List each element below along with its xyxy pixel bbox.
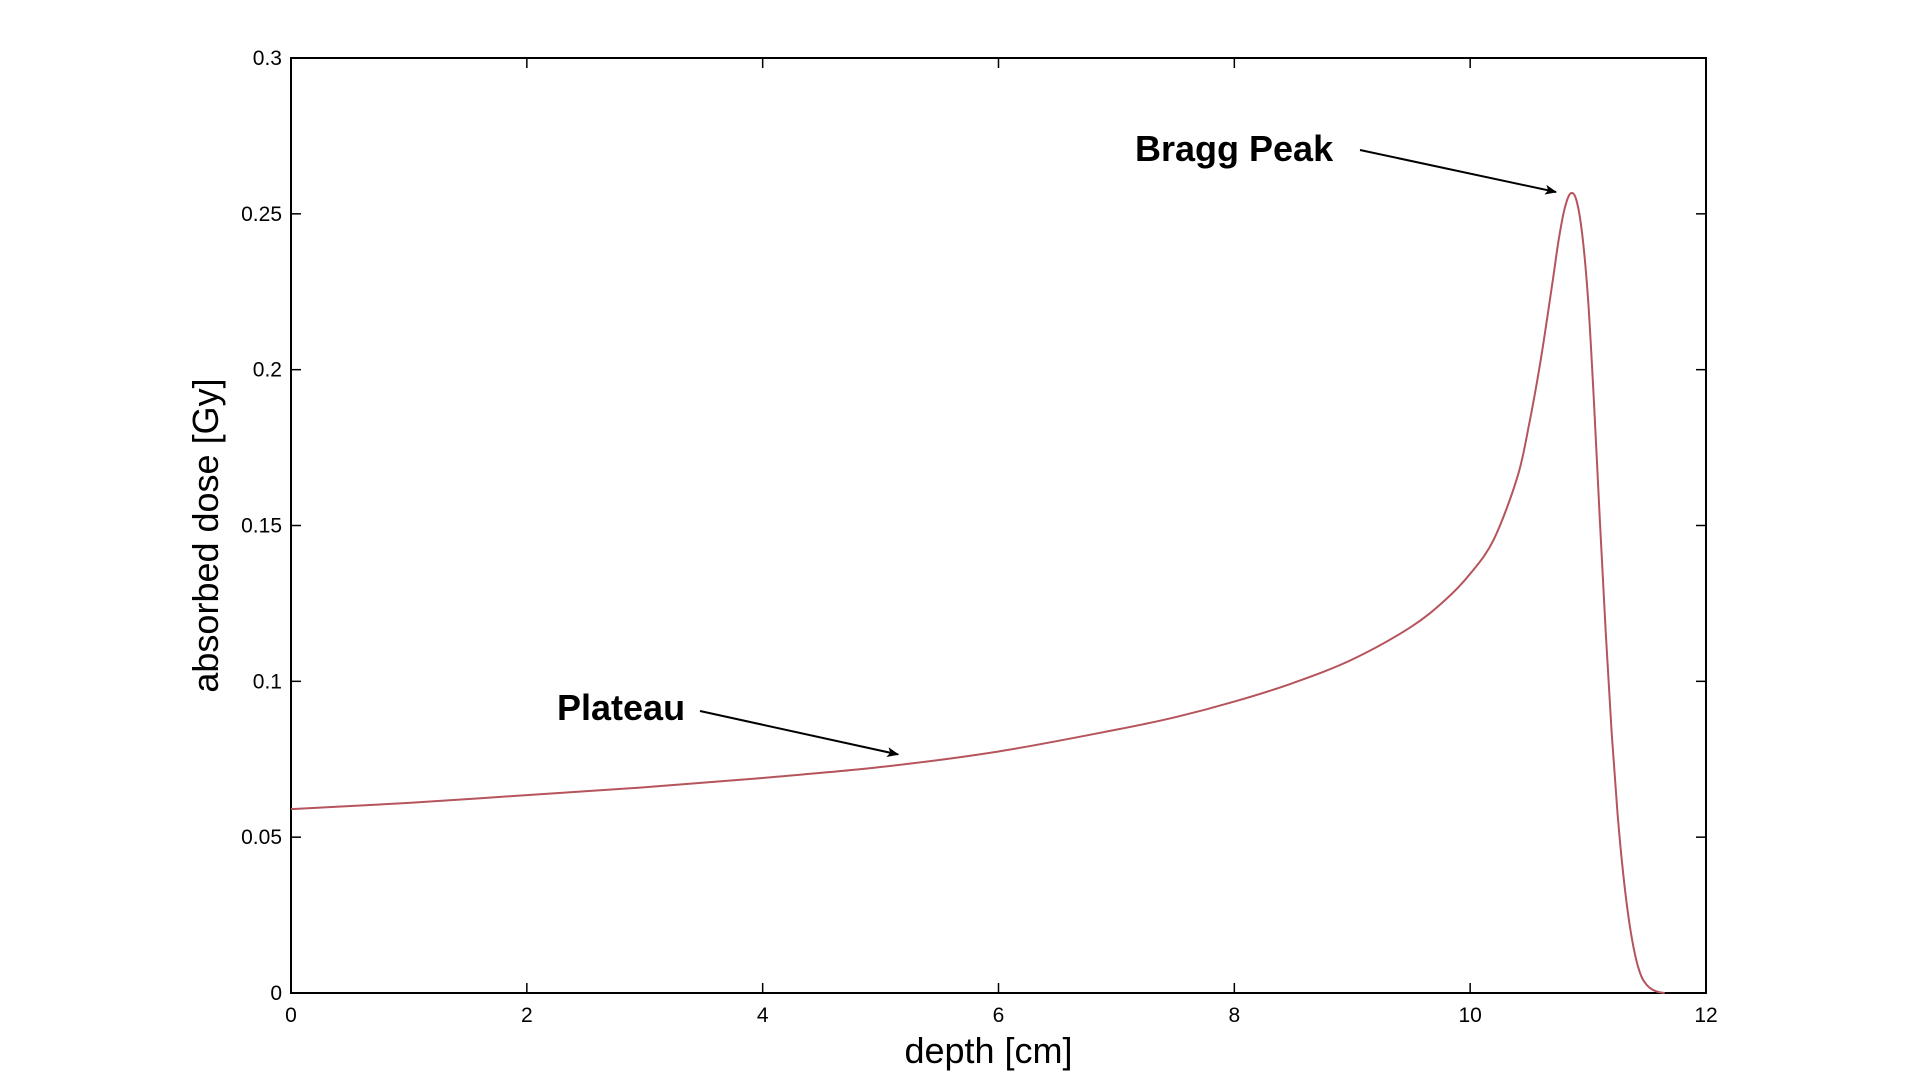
x-axis-label: depth [cm] bbox=[904, 1030, 1072, 1071]
x-tick-label: 12 bbox=[1694, 1004, 1717, 1027]
x-tick-label: 10 bbox=[1458, 1004, 1481, 1027]
y-tick-label: 0.1 bbox=[253, 670, 282, 693]
x-tick-label: 0 bbox=[285, 1004, 297, 1027]
annotation-label: Bragg Peak bbox=[1135, 128, 1334, 169]
x-tick-label: 2 bbox=[521, 1004, 533, 1027]
y-axis-label: absorbed dose [Gy] bbox=[185, 378, 226, 692]
y-tick-label: 0.05 bbox=[241, 826, 282, 849]
y-tick-label: 0 bbox=[270, 982, 282, 1005]
dose-curve bbox=[290, 191, 1665, 994]
y-tick-label: 0.2 bbox=[253, 359, 282, 382]
y-tick-label: 0.15 bbox=[241, 515, 282, 538]
annotation-arrow bbox=[1359, 149, 1558, 195]
x-tick-label: 6 bbox=[993, 1004, 1005, 1027]
annotation-arrow bbox=[699, 710, 900, 757]
y-tick-label: 0.25 bbox=[241, 203, 282, 226]
y-tick-label: 0.3 bbox=[253, 47, 282, 70]
x-tick-label: 4 bbox=[757, 1004, 769, 1027]
x-tick-label: 8 bbox=[1228, 1004, 1240, 1027]
plot-frame bbox=[290, 57, 1707, 994]
annotation-label: Plateau bbox=[557, 687, 685, 728]
